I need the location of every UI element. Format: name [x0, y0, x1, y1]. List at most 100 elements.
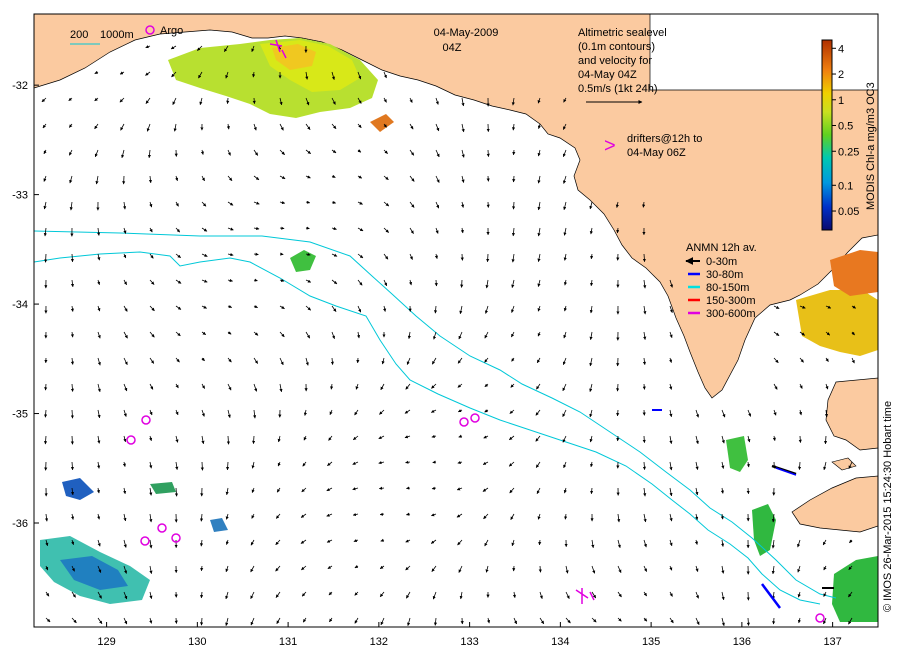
velocity-arrow	[589, 383, 593, 392]
velocity-arrow	[615, 201, 619, 208]
velocity-arrow	[848, 565, 853, 571]
velocity-arrow	[305, 71, 309, 80]
velocity-arrow	[459, 305, 463, 315]
velocity-arrow	[97, 591, 102, 599]
velocity-arrow	[146, 123, 151, 132]
velocity-arrow	[562, 357, 567, 365]
velocity-arrow	[226, 123, 230, 130]
velocity-arrow	[148, 175, 153, 184]
map-date-title: 04-May-2009	[434, 27, 499, 39]
velocity-arrow	[380, 617, 385, 626]
velocity-arrow	[404, 435, 411, 439]
velocity-arrow	[97, 539, 101, 547]
velocity-arrow	[616, 409, 620, 417]
colorbar-tick-label: 0.1	[838, 180, 853, 192]
velocity-arrow	[97, 513, 101, 520]
velocity-arrow	[123, 565, 128, 574]
argo-float	[141, 415, 151, 425]
velocity-arrow	[253, 201, 260, 205]
velocity-arrow	[589, 279, 594, 287]
velocity-arrow	[354, 565, 359, 569]
velocity-arrow	[823, 461, 827, 471]
chl-patch	[62, 478, 94, 500]
velocity-arrow	[383, 279, 388, 287]
drifter-track	[575, 588, 595, 604]
velocity-arrow	[431, 434, 437, 438]
anmn-legend: ANMN 12h av. 0-30m 30-80m 80-150m 150-30…	[685, 242, 757, 320]
velocity-arrow	[405, 565, 411, 571]
velocity-arrow	[97, 461, 101, 469]
velocity-arrow	[70, 253, 74, 263]
velocity-arrow	[43, 201, 47, 210]
velocity-arrow	[227, 227, 234, 231]
velocity-arrow	[669, 513, 673, 522]
velocity-arrow	[460, 227, 464, 234]
velocity-arrow	[851, 357, 855, 364]
velocity-arrow	[225, 513, 229, 520]
velocity-arrow	[535, 461, 541, 468]
velocity-arrow	[513, 617, 517, 625]
velocity-arrow	[591, 617, 597, 623]
colorbar-tick-label: 0.5	[838, 121, 853, 133]
velocity-arrow	[225, 565, 229, 573]
velocity-arrow	[589, 409, 593, 418]
velocity-arrow	[357, 149, 362, 153]
velocity-arrow	[406, 512, 411, 516]
velocity-arrow	[201, 331, 206, 336]
argo-float	[815, 613, 825, 623]
velocity-arrow	[70, 461, 74, 471]
velocity-arrow	[746, 617, 750, 626]
velocity-arrow	[379, 512, 385, 516]
velocity-arrow	[226, 435, 230, 445]
velocity-arrow	[511, 331, 515, 338]
velocity-arrow	[149, 617, 153, 624]
velocity-arrow	[669, 565, 673, 571]
velocity-arrow	[563, 331, 567, 339]
velocity-arrow	[198, 71, 203, 79]
velocity-arrow	[536, 487, 541, 494]
velocity-arrow	[435, 227, 439, 234]
velocity-arrow	[695, 435, 699, 445]
velocity-arrow	[512, 591, 517, 599]
velocity-arrow	[302, 461, 307, 467]
altimetry-line: 0.5m/s (1kt 24h)	[578, 83, 657, 95]
velocity-arrow	[175, 331, 181, 337]
velocity-arrow	[537, 279, 541, 287]
velocity-arrow	[825, 383, 829, 390]
velocity-arrow	[720, 487, 725, 494]
argo-float	[171, 533, 181, 543]
anmn-legend-item: 30-80m	[688, 269, 743, 281]
velocity-arrow	[149, 383, 154, 390]
velocity-arrow	[279, 357, 284, 366]
velocity-arrow	[45, 539, 49, 547]
velocity-arrow	[695, 617, 700, 625]
velocity-arrow	[225, 539, 229, 545]
velocity-arrow	[643, 305, 647, 315]
velocity-arrow	[537, 331, 541, 337]
velocity-arrow	[799, 305, 806, 309]
velocity-arrow	[669, 409, 673, 418]
velocity-arrow	[510, 383, 515, 388]
velocity-arrow	[251, 487, 255, 493]
velocity-arrow	[175, 435, 179, 443]
velocity-arrow	[435, 175, 440, 183]
velocity-arrow	[145, 97, 151, 104]
velocity-arrow	[432, 591, 437, 600]
velocity-arrow	[326, 539, 333, 543]
argo-float	[140, 536, 150, 546]
argo-float	[470, 413, 480, 423]
velocity-arrow	[562, 149, 567, 158]
velocity-arrow	[381, 357, 385, 365]
velocity-arrow	[383, 71, 387, 79]
velocity-arrow	[253, 175, 260, 181]
velocity-arrow	[591, 565, 596, 574]
anmn-legend-label: 30-80m	[706, 269, 743, 281]
map-time-title: 04Z	[443, 42, 462, 54]
velocity-arrow	[149, 227, 153, 233]
longitude-tick-label: 132	[370, 636, 388, 648]
longitude-tick-label: 135	[642, 636, 660, 648]
velocity-arrow	[616, 227, 620, 234]
velocity-arrow	[94, 97, 99, 102]
velocity-arrow	[45, 591, 50, 597]
velocity-arrow	[175, 305, 182, 310]
